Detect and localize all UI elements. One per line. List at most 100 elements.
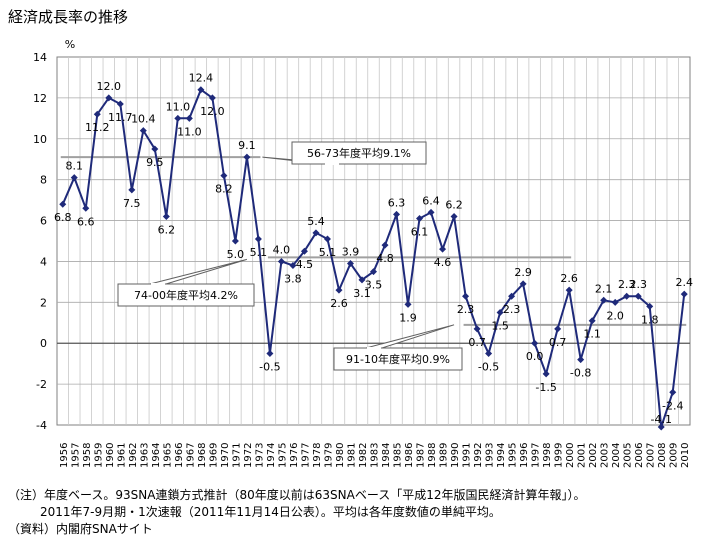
- data-point: [404, 300, 412, 308]
- x-tick-label: 1984: [381, 443, 392, 468]
- x-tick-label: 1998: [542, 443, 553, 468]
- data-label: 6.6: [77, 215, 95, 228]
- x-tick-label: 1995: [508, 443, 519, 468]
- data-label: 3.9: [342, 245, 360, 258]
- x-tick-label: 1972: [243, 443, 254, 468]
- data-label: 6.4: [422, 194, 440, 207]
- y-tick-label: 6: [40, 215, 47, 228]
- x-tick-label: 1993: [485, 443, 496, 468]
- data-point: [496, 309, 504, 317]
- data-label: 0.0: [526, 350, 544, 363]
- data-label: 1.8: [641, 313, 659, 326]
- data-label: 12.4: [189, 72, 214, 85]
- x-tick-label: 1959: [93, 443, 104, 468]
- data-point: [59, 200, 67, 208]
- data-label: 3.1: [353, 287, 371, 300]
- x-tick-label: 1997: [531, 443, 542, 468]
- x-tick-label: 2002: [588, 443, 599, 468]
- data-point: [577, 356, 585, 364]
- data-label: 2.6: [560, 272, 578, 285]
- data-label: 2.3: [618, 278, 636, 291]
- data-label: 11.0: [166, 100, 191, 113]
- x-tick-label: 1975: [277, 443, 288, 468]
- data-label: 2.0: [606, 309, 624, 322]
- x-tick-label: 1991: [462, 443, 473, 468]
- data-point: [680, 290, 688, 298]
- average-callouts: 56-73年度平均9.1% 74-00年度平均4.2% 91-10年度平均0.9%: [117, 141, 463, 371]
- data-label: 1.5: [491, 320, 509, 333]
- data-label: 6.3: [388, 196, 406, 209]
- data-point: [565, 286, 573, 294]
- data-label: 4.6: [434, 256, 452, 269]
- x-tick-label: 1994: [496, 443, 507, 468]
- data-point: [519, 280, 527, 288]
- data-label: 2.3: [503, 303, 521, 316]
- data-label: 5.4: [307, 215, 325, 228]
- x-tick-label: 1967: [185, 443, 196, 468]
- callout-label: 91-10年度平均0.9%: [346, 352, 450, 366]
- data-point: [162, 212, 170, 220]
- x-tick-label: 1986: [404, 443, 415, 468]
- data-label: 2.3: [629, 278, 647, 291]
- data-point: [151, 145, 159, 153]
- data-point: [657, 423, 665, 431]
- x-tick-label: 1979: [323, 443, 334, 468]
- x-tick-label: 2007: [646, 443, 657, 468]
- data-point: [588, 317, 596, 325]
- x-tick-label: 1980: [335, 443, 346, 468]
- callout-box: [333, 347, 463, 371]
- data-label: 12.0: [200, 105, 225, 118]
- data-point: [623, 292, 631, 300]
- data-label: -0.5: [478, 360, 499, 373]
- data-point: [289, 262, 297, 270]
- x-tick-label: 1996: [519, 443, 530, 468]
- data-label: 9.5: [146, 156, 164, 169]
- data-point: [462, 292, 470, 300]
- data-point: [381, 241, 389, 249]
- data-point: [82, 204, 90, 212]
- x-tick-label: 1976: [289, 443, 300, 468]
- data-label: 11.2: [85, 121, 110, 134]
- y-tick-label: 12: [33, 92, 47, 105]
- axes: -4 -2 0 2 4 6 8 10 12 14% 1956 1957 1958 1959 1960 1961…: [33, 38, 691, 468]
- x-tick-label: 1970: [220, 443, 231, 468]
- data-label: 11.7: [108, 111, 133, 124]
- data-label: 2.3: [457, 303, 475, 316]
- x-tick-label: 1983: [370, 443, 381, 468]
- data-point: [439, 245, 447, 253]
- data-label: 4.8: [376, 252, 394, 265]
- data-label: -2.4: [662, 399, 683, 412]
- data-label: 5.1: [319, 246, 337, 259]
- data-label: 6.2: [445, 198, 463, 211]
- data-point: [335, 286, 343, 294]
- x-tick-label: 1968: [197, 443, 208, 468]
- data-label: 2.6: [330, 297, 348, 310]
- y-tick-label: 0: [40, 337, 47, 350]
- data-point: [128, 186, 136, 194]
- source-note: （資料）内閣府SNAサイト: [8, 522, 153, 536]
- x-tick-label: 1999: [554, 443, 565, 468]
- data-point: [611, 298, 619, 306]
- data-point: [600, 296, 608, 304]
- data-point: [312, 229, 320, 237]
- data-point: [243, 153, 251, 161]
- data-point: [646, 302, 654, 310]
- x-tick-label: 2008: [657, 443, 668, 468]
- data-label: 2.9: [514, 266, 532, 279]
- data-point: [358, 276, 366, 284]
- data-point: [450, 212, 458, 220]
- data-label: 0.7: [549, 336, 567, 349]
- data-label: 1.9: [399, 311, 417, 324]
- x-tick-label: 1990: [450, 443, 461, 468]
- data-label: 4.5: [296, 258, 314, 271]
- data-label: 6.8: [54, 211, 72, 224]
- data-point: [669, 388, 677, 396]
- data-label: 6.1: [411, 226, 429, 239]
- callout-box: [117, 283, 255, 307]
- data-point: [70, 174, 78, 182]
- data-label: -0.8: [570, 367, 591, 380]
- data-label: 3.8: [284, 273, 302, 286]
- data-point: [427, 208, 435, 216]
- y-tick-label: 4: [40, 255, 47, 268]
- data-point: [266, 349, 274, 357]
